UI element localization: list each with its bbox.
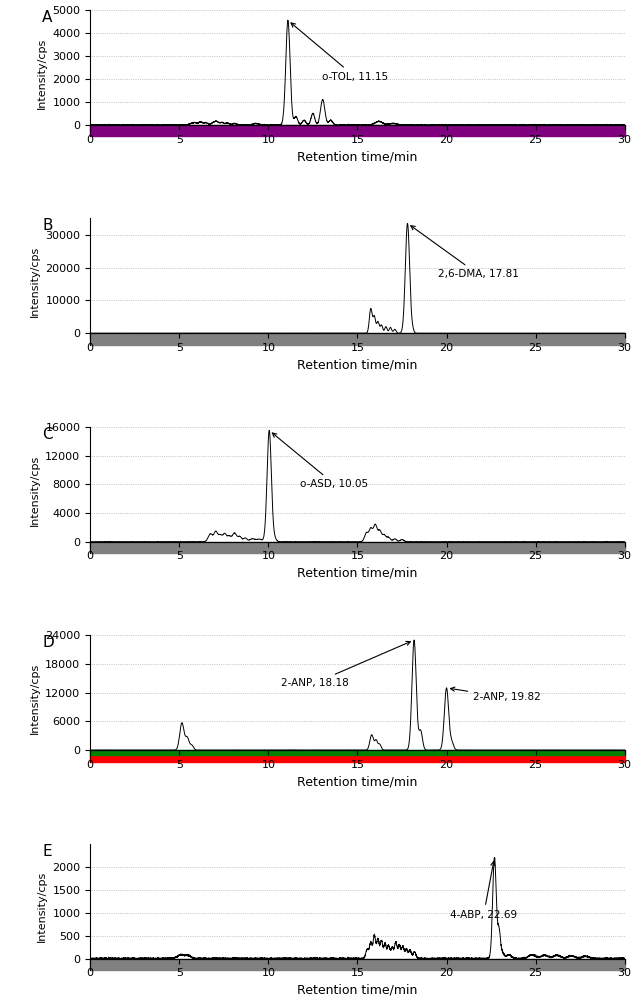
Y-axis label: Intensity/cps: Intensity/cps	[30, 663, 40, 734]
X-axis label: Retention time/min: Retention time/min	[298, 775, 417, 788]
Bar	[90, 750, 625, 755]
Text: 2-ANP, 19.82: 2-ANP, 19.82	[451, 687, 541, 702]
Text: D: D	[42, 635, 54, 650]
Y-axis label: Intensity/cps: Intensity/cps	[30, 246, 40, 317]
Text: A: A	[42, 10, 52, 25]
X-axis label: Retention time/min: Retention time/min	[298, 359, 417, 372]
Text: 2-ANP, 18.18: 2-ANP, 18.18	[281, 641, 410, 688]
Bar	[90, 542, 625, 553]
X-axis label: Retention time/min: Retention time/min	[298, 150, 417, 163]
Text: 2,6-DMA, 17.81: 2,6-DMA, 17.81	[411, 226, 518, 279]
Text: C: C	[42, 427, 53, 442]
Y-axis label: Intensity/cps: Intensity/cps	[37, 38, 47, 109]
Text: B: B	[42, 218, 53, 233]
X-axis label: Retention time/min: Retention time/min	[298, 567, 417, 580]
Y-axis label: Intensity/cps: Intensity/cps	[37, 871, 47, 942]
Y-axis label: Intensity/cps: Intensity/cps	[30, 454, 40, 526]
Bar	[90, 959, 625, 970]
X-axis label: Retention time/min: Retention time/min	[298, 984, 417, 997]
Bar	[90, 125, 625, 136]
Text: E: E	[42, 844, 52, 859]
Bar	[90, 755, 625, 762]
Text: o-TOL, 11.15: o-TOL, 11.15	[291, 23, 388, 82]
Text: 4-ABP, 22.69: 4-ABP, 22.69	[450, 861, 517, 920]
Bar	[90, 333, 625, 345]
Text: o-ASD, 10.05: o-ASD, 10.05	[272, 433, 368, 489]
